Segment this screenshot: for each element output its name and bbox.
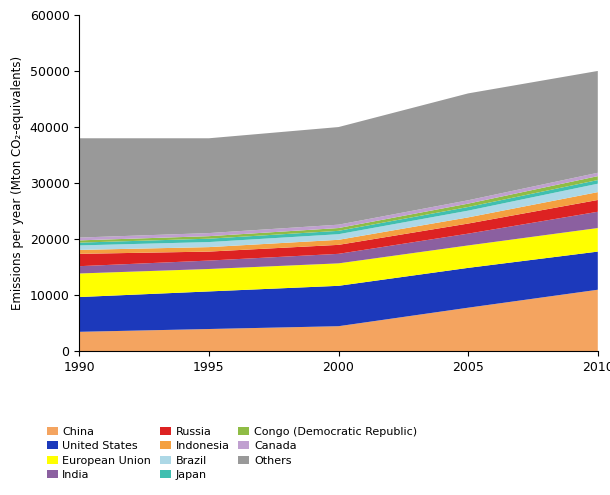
- Y-axis label: Emissions per year (Mton CO₂-equivalents): Emissions per year (Mton CO₂-equivalents…: [11, 56, 24, 310]
- Legend: China, United States, European Union, India, Russia, Indonesia, Brazil, Japan, C: China, United States, European Union, In…: [42, 422, 422, 485]
